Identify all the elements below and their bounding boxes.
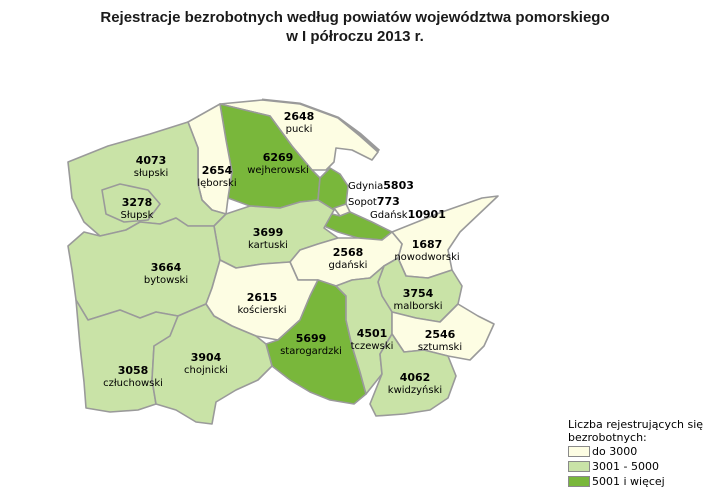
map-title: Rejestracje bezrobotnych według powiatów… (0, 8, 710, 46)
county-name-gdynia: Gdynia (348, 181, 383, 192)
legend-swatch-mid (568, 461, 590, 472)
county-value-czluchowski: 3058 (118, 364, 149, 377)
label-sopot: Sopot773 (348, 195, 400, 208)
county-name-malborski: malborski (393, 301, 442, 312)
county-value-kartuski: 3699 (253, 226, 284, 239)
county-value-sopot: 773 (377, 195, 400, 208)
legend-label-mid: 3001 - 5000 (592, 460, 659, 473)
region-chojnicki (151, 303, 273, 425)
county-name-gdansk: Gdańsk (370, 209, 408, 221)
legend-swatch-high (568, 476, 590, 487)
label-gdynia: Gdynia5803 (348, 179, 414, 192)
label-gdansk: Gdańsk10901 (370, 208, 446, 221)
county-value-slupski: 4073 (136, 154, 167, 167)
legend-item-high: 5001 i więcej (568, 474, 708, 489)
legend-title: Liczba rejestrujących się bezrobotnych: (568, 418, 704, 444)
region-kwidzynski (369, 333, 457, 417)
county-value-kwidzynski: 4062 (400, 371, 431, 384)
region-bytowski (67, 217, 221, 321)
county-value-sztumski: 2546 (425, 328, 456, 341)
county-name-slupski: słupski (134, 168, 169, 179)
legend-label-low: do 3000 (592, 445, 638, 458)
county-name-sztumski: sztumski (418, 342, 462, 353)
legend-item-mid: 3001 - 5000 (568, 459, 708, 474)
county-name-pucki: pucki (286, 124, 313, 135)
county-value-gdansk: 10901 (408, 208, 446, 221)
county-name-tczewski: tczewski (351, 341, 394, 352)
county-name-gdanski: gdański (329, 259, 368, 271)
legend-items: do 3000 3001 - 5000 5001 i więcej (568, 444, 708, 489)
county-name-nowodworski: nowodworski (394, 252, 459, 263)
county-value-wejherowski: 6269 (263, 151, 294, 164)
county-value-gdanski: 2568 (333, 246, 364, 259)
county-name-koscierski: kościerski (237, 304, 286, 316)
county-name-kwidzynski: kwidzyński (388, 384, 442, 396)
county-name-slupsk: Słupsk (121, 210, 154, 221)
county-name-kartuski: kartuski (248, 240, 288, 251)
county-value-nowodworski: 1687 (412, 238, 443, 251)
legend-label-high: 5001 i więcej (592, 475, 665, 488)
county-name-leborski: lęborski (197, 178, 236, 189)
map-title-line-2: w I półroczu 2013 r. (286, 28, 424, 45)
county-value-starogardzki: 5699 (296, 332, 327, 345)
legend-item-low: do 3000 (568, 444, 708, 459)
legend: Liczba rejestrujących się bezrobotnych: … (568, 418, 708, 489)
map-title-line-1: Rejestracje bezrobotnych według powiatów… (100, 9, 610, 26)
county-value-bytowski: 3664 (151, 261, 182, 274)
county-name-starogardzki: starogardzki (280, 346, 342, 357)
county-value-koscierski: 2615 (247, 291, 278, 304)
county-value-gdynia: 5803 (383, 179, 414, 192)
county-name-chojnicki: chojnicki (184, 365, 228, 376)
county-value-leborski: 2654 (202, 164, 233, 177)
county-value-tczewski: 4501 (357, 327, 388, 340)
county-value-slupsk: 3278 (122, 196, 153, 209)
county-value-malborski: 3754 (403, 287, 434, 300)
county-name-czluchowski: człuchowski (103, 378, 163, 389)
legend-swatch-low (568, 446, 590, 457)
county-name-sopot: Sopot (348, 197, 377, 208)
county-value-pucki: 2648 (284, 110, 315, 123)
county-name-bytowski: bytowski (144, 275, 188, 286)
region-slupsk (101, 183, 161, 223)
county-name-wejherowski: wejherowski (247, 165, 309, 176)
county-value-chojnicki: 3904 (191, 351, 222, 364)
